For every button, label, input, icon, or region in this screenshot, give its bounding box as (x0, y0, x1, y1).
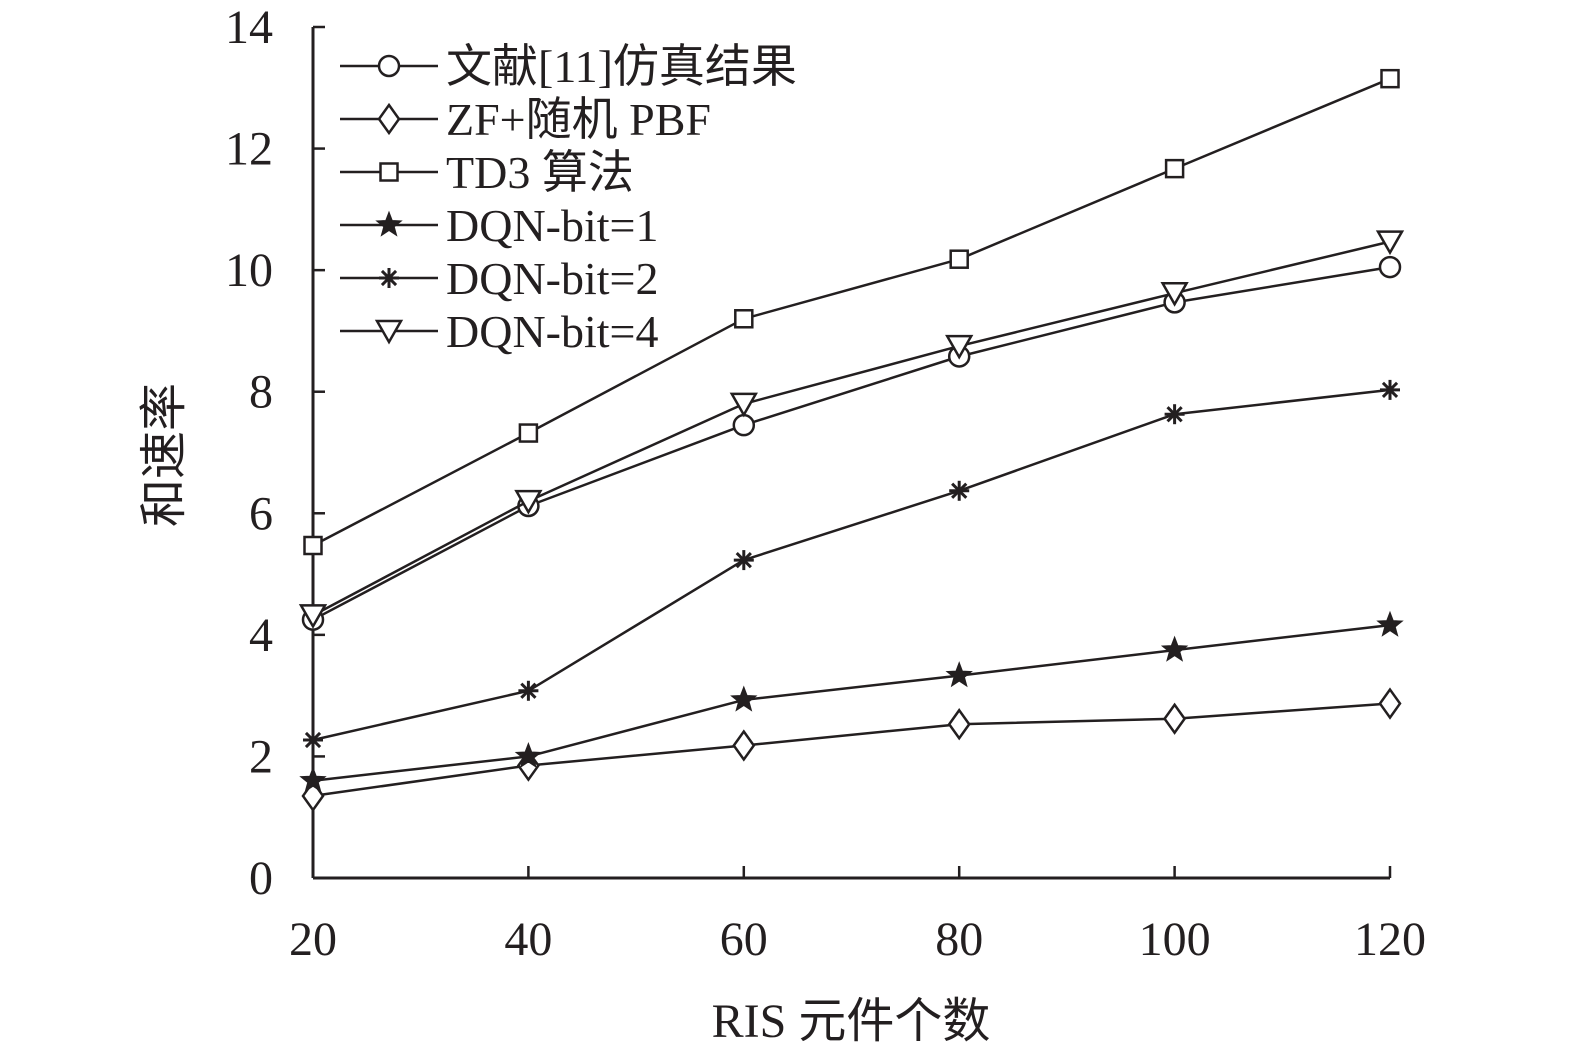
data-point (730, 685, 758, 712)
data-point (377, 54, 401, 78)
series-lines (298, 68, 1405, 813)
y-tick-label: 6 (249, 487, 273, 540)
series-1 (301, 687, 1402, 813)
legend-label: DQN-bit=2 (446, 253, 658, 304)
asterisk-stroke (735, 551, 752, 569)
legend-entry-5: DQN-bit=4 (340, 306, 658, 357)
legend-label: DQN-bit=4 (446, 306, 658, 357)
data-point (1375, 230, 1405, 256)
x-tick-label: 60 (720, 913, 768, 966)
data-point (377, 102, 401, 136)
data-point (1380, 379, 1400, 400)
legend-label: DQN-bit=1 (446, 200, 658, 251)
legend-entry-1: ZF+随机 PBF (340, 94, 711, 145)
y-tick-label: 8 (249, 366, 273, 419)
x-tick-label: 20 (289, 913, 337, 966)
data-point (947, 708, 971, 741)
data-point (1378, 687, 1402, 720)
y-tick-label: 14 (225, 1, 273, 54)
y-tick-label: 0 (249, 852, 273, 905)
data-point (1160, 635, 1189, 662)
data-point (729, 392, 758, 418)
asterisk-stroke (304, 731, 322, 749)
data-point (732, 413, 756, 437)
data-point (733, 550, 754, 571)
data-point (945, 334, 974, 360)
legend-label: ZF+随机 PBF (446, 94, 711, 145)
series-line (312, 388, 1391, 742)
data-point (1164, 404, 1185, 425)
series-5 (298, 230, 1405, 629)
data-point (298, 604, 328, 629)
x-tick-label: 80 (935, 913, 983, 966)
data-point (514, 489, 543, 515)
x-tick-label: 100 (1139, 913, 1211, 966)
series-4 (303, 379, 1400, 751)
asterisk-stroke (951, 482, 968, 499)
data-point (1164, 158, 1185, 179)
axes: 0 2 4 6 8 10 12 14 20 40 60 80 100 120 (225, 1, 1426, 966)
legend-entry-2: TD3 算法 (340, 147, 634, 198)
series-line (312, 623, 1391, 782)
series-line (312, 265, 1391, 621)
y-tick-label: 12 (225, 123, 273, 176)
data-point (1163, 702, 1187, 735)
data-point (1376, 610, 1404, 637)
y-tick-label: 10 (225, 244, 273, 297)
y-axis-title: 和速率 (138, 383, 191, 527)
legend-entry-0: 文献[11]仿真结果 (340, 41, 797, 92)
series-line (312, 240, 1391, 617)
asterisk-stroke (520, 682, 537, 699)
data-point (299, 766, 327, 793)
y-tick-label: 2 (249, 730, 273, 783)
x-axis-title: RIS 元件个数 (712, 995, 991, 1048)
data-point (303, 535, 323, 556)
legend-entry-3: DQN-bit=1 (340, 200, 658, 251)
data-point (734, 309, 754, 329)
data-point (1160, 281, 1189, 307)
data-point (1380, 68, 1400, 89)
legend-label: 文献[11]仿真结果 (446, 41, 797, 92)
data-point (949, 249, 969, 269)
data-point (1378, 255, 1402, 279)
data-point (732, 729, 756, 762)
asterisk-stroke (1166, 406, 1183, 423)
legend-entry-4: DQN-bit=2 (340, 253, 658, 304)
data-point (374, 319, 404, 345)
series-2 (303, 68, 1400, 556)
x-tick-label: 120 (1354, 913, 1426, 966)
data-point (379, 268, 399, 288)
data-point (303, 730, 323, 751)
x-tick-label: 40 (504, 913, 552, 966)
data-point (945, 661, 973, 688)
data-point (518, 423, 539, 443)
legend-label: TD3 算法 (446, 147, 634, 198)
data-point (514, 742, 543, 769)
data-point (379, 162, 399, 182)
asterisk-stroke (380, 269, 398, 287)
series-line (312, 77, 1391, 547)
data-point (949, 480, 970, 501)
data-point (375, 210, 403, 237)
series-line (312, 702, 1391, 798)
y-tick-label: 4 (249, 609, 273, 662)
asterisk-stroke (1381, 381, 1399, 399)
series-3 (299, 610, 1404, 793)
data-point (518, 680, 539, 701)
